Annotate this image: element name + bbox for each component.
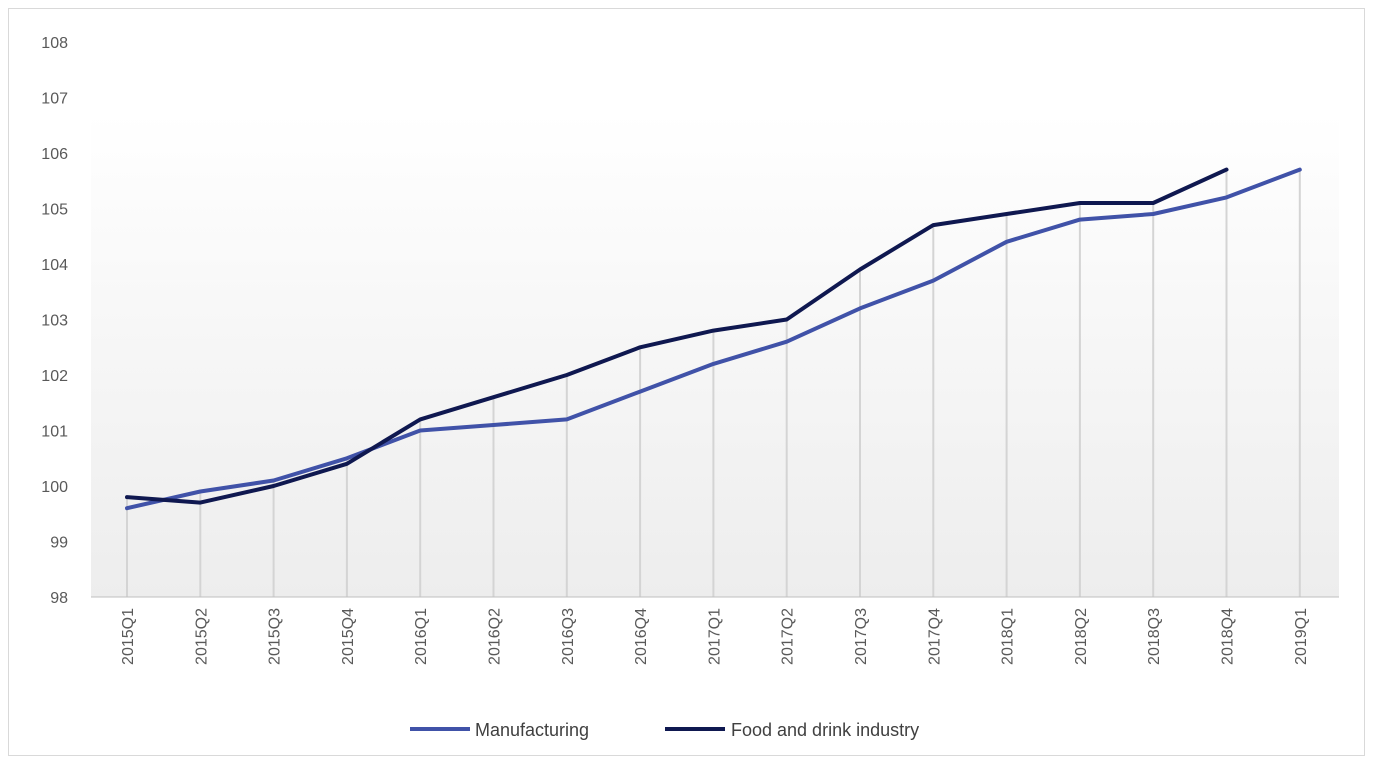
x-tick-label: 2018Q1 bbox=[1000, 608, 1017, 665]
x-tick-label: 2015Q2 bbox=[193, 608, 210, 665]
x-tick-label: 2018Q3 bbox=[1146, 608, 1163, 665]
y-tick-label: 105 bbox=[41, 202, 68, 219]
series-lines bbox=[125, 167, 1302, 511]
legend-label: Manufacturing bbox=[475, 720, 589, 740]
y-tick-label: 101 bbox=[41, 424, 68, 441]
series-line-manufacturing bbox=[125, 167, 1302, 511]
x-tick-label: 2017Q4 bbox=[926, 608, 943, 665]
x-tick-label: 2015Q4 bbox=[340, 608, 357, 665]
legend: Manufacturing Food and drink industry bbox=[410, 720, 919, 740]
x-tick-label: 2015Q3 bbox=[267, 608, 284, 665]
legend-label: Food and drink industry bbox=[731, 720, 919, 740]
x-tick-label: 2015Q1 bbox=[120, 608, 137, 665]
x-tick-label: 2016Q3 bbox=[560, 608, 577, 665]
y-axis-ticks: 98 99 100 101 102 103 104 105 106 107 108 bbox=[41, 35, 68, 607]
x-axis-ticks: 2015Q1 2015Q2 2015Q3 2015Q4 2016Q1 2016Q2 2016… bbox=[120, 608, 1310, 665]
x-tick-label: 2017Q2 bbox=[780, 608, 797, 665]
y-tick-label: 106 bbox=[41, 146, 68, 163]
x-tick-label: 2018Q4 bbox=[1220, 608, 1237, 665]
y-tick-label: 108 bbox=[41, 35, 68, 52]
y-tick-label: 98 bbox=[50, 590, 68, 607]
x-tick-label: 2019Q1 bbox=[1293, 608, 1310, 665]
y-tick-label: 99 bbox=[50, 535, 68, 552]
x-tick-label: 2017Q3 bbox=[853, 608, 870, 665]
y-tick-label: 104 bbox=[41, 257, 68, 274]
x-tick-label: 2016Q4 bbox=[633, 608, 650, 665]
plot-area-background bbox=[91, 112, 1339, 597]
series-line-food-and-drink bbox=[125, 167, 1229, 505]
y-tick-label: 102 bbox=[41, 368, 68, 385]
x-tick-label: 2016Q2 bbox=[487, 608, 504, 665]
y-tick-label: 100 bbox=[41, 479, 68, 496]
drop-lines bbox=[126, 169, 1301, 597]
y-tick-label: 103 bbox=[41, 313, 68, 330]
y-tick-label: 107 bbox=[41, 91, 68, 108]
x-tick-label: 2017Q1 bbox=[706, 608, 723, 665]
x-tick-label: 2016Q1 bbox=[413, 608, 430, 665]
x-tick-label: 2018Q2 bbox=[1073, 608, 1090, 665]
